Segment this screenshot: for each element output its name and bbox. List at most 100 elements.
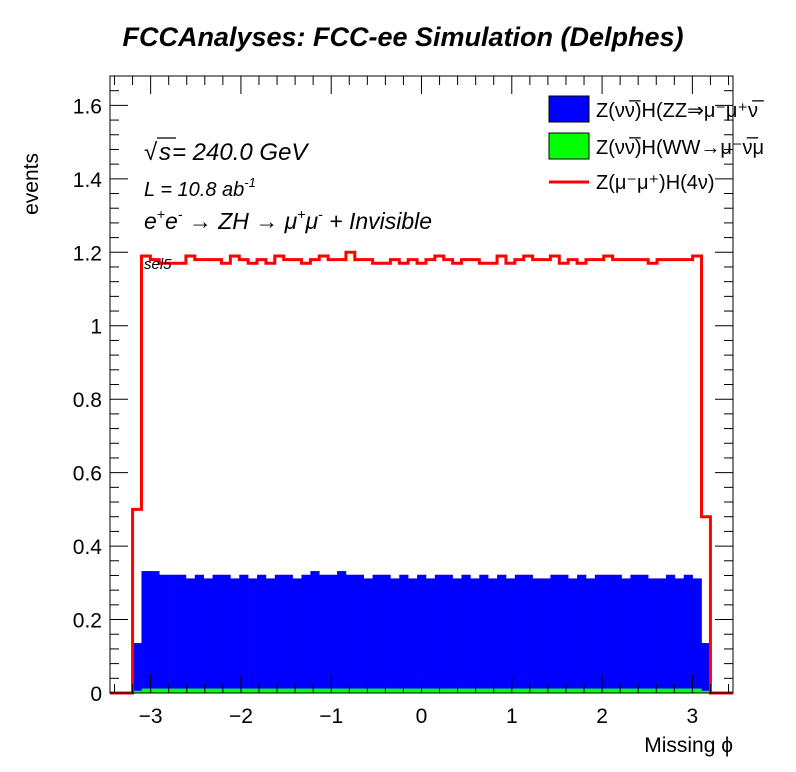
green-bin-58 <box>648 688 658 693</box>
blue-bin-47 <box>550 574 560 689</box>
green-bin-11 <box>230 688 240 693</box>
blue-bin-63 <box>692 578 702 689</box>
green-bin-14 <box>257 688 267 693</box>
lumi-exponent: -1 <box>244 175 256 190</box>
blue-bin-42 <box>505 578 516 689</box>
green-bin-39 <box>479 688 489 693</box>
blue-bin-30 <box>399 574 409 689</box>
x-tick-label: 2 <box>596 705 608 728</box>
annotation-process: e+e- → ZH → μ+μ- + Invisible <box>144 206 432 234</box>
green-bin-52 <box>594 688 605 693</box>
green-bin-48 <box>559 688 569 693</box>
annotation-energy: √ s = 240.0 GeV <box>144 137 309 166</box>
blue-bin-44 <box>523 574 533 689</box>
green-bin-47 <box>550 688 560 693</box>
green-bin-9 <box>212 688 222 693</box>
green-bin-40 <box>488 688 498 693</box>
blue-bin-32 <box>417 574 427 689</box>
blue-bin-0 <box>132 643 142 691</box>
green-bin-55 <box>621 688 631 693</box>
blue-bin-26 <box>363 578 373 689</box>
green-bin-46 <box>541 688 551 693</box>
blue-bin-28 <box>381 574 391 689</box>
green-bin-31 <box>408 688 418 693</box>
blue-bin-62 <box>683 574 693 689</box>
blue-bin-57 <box>639 574 649 689</box>
blue-bin-21 <box>319 574 329 689</box>
legend-label-red: Z(μ⁻μ⁺)H(4ν) <box>596 172 715 194</box>
green-bin-17 <box>283 688 293 693</box>
green-bin-15 <box>265 688 276 693</box>
x-tick-label: 3 <box>687 705 699 728</box>
green-bin-24 <box>345 688 356 693</box>
green-bin-23 <box>337 688 347 693</box>
legend-label-blue: Z(νν̅)H(ZZ⇒μ⁻μ⁺ν̅ <box>596 99 764 122</box>
blue-bin-64 <box>701 643 711 691</box>
y-tick-label: 0.4 <box>73 536 103 559</box>
green-bin-29 <box>390 688 400 693</box>
legend-swatch-blue <box>548 95 590 123</box>
blue-bin-37 <box>461 574 471 689</box>
x-tick-label: −3 <box>139 705 163 728</box>
green-bin-50 <box>577 688 587 693</box>
green-bin-60 <box>665 688 676 693</box>
x-tick-label: 0 <box>416 705 428 728</box>
blue-bin-4 <box>168 574 178 689</box>
green-bin-21 <box>319 688 329 693</box>
green-bin-62 <box>683 688 693 693</box>
y-axis-label: events <box>20 153 43 215</box>
chart-title: FCCAnalyses: FCC-ee Simulation (Delphes) <box>122 22 683 52</box>
green-bin-33 <box>425 688 436 693</box>
blue-bin-60 <box>665 574 676 689</box>
green-bin-12 <box>239 688 249 693</box>
series-red-line <box>110 250 733 695</box>
blue-bin-29 <box>390 578 400 689</box>
blue-bin-40 <box>488 578 498 689</box>
y-tick-label: 1.6 <box>73 95 102 118</box>
plot-area <box>110 250 733 695</box>
blue-bin-52 <box>594 574 605 689</box>
green-bin-41 <box>497 688 507 693</box>
legend-entry-red: Z(μ⁻μ⁺)H(4ν) <box>549 172 715 194</box>
green-bin-19 <box>301 688 311 693</box>
legend-swatch-green <box>548 132 590 160</box>
blue-bin-14 <box>257 574 267 689</box>
green-bin-27 <box>372 688 382 693</box>
green-bin-18 <box>292 688 302 693</box>
green-bin-0 <box>132 690 142 693</box>
y-axis-ticks: 0 0.2 0.4 0.6 0.8 1 1.2 1.4 1.6 <box>73 90 733 706</box>
annotation-sqrt-s: s <box>159 139 171 166</box>
blue-bin-15 <box>265 578 276 689</box>
blue-bin-34 <box>434 574 445 689</box>
blue-bin-19 <box>301 574 311 689</box>
blue-bin-17 <box>283 574 293 689</box>
blue-bin-31 <box>408 578 418 689</box>
blue-bin-10 <box>221 574 231 689</box>
legend-entry-green: Z(νν̅)H(WW→μ⁻ν̅μ <box>548 132 764 160</box>
annotation-sqrt-symbol: √ <box>144 139 158 166</box>
green-bin-59 <box>657 688 667 693</box>
green-bin-8 <box>203 688 213 693</box>
blue-bin-6 <box>185 578 196 689</box>
blue-bin-12 <box>239 574 249 689</box>
blue-bin-27 <box>372 574 382 689</box>
green-bin-26 <box>363 688 373 693</box>
series-blue-bars <box>132 571 711 691</box>
blue-bin-25 <box>354 574 365 689</box>
blue-bin-54 <box>612 574 622 689</box>
green-bin-20 <box>310 688 320 693</box>
blue-bin-3 <box>159 574 169 689</box>
green-bin-16 <box>274 688 285 693</box>
blue-bin-7 <box>194 574 204 689</box>
blue-bin-33 <box>425 578 436 689</box>
green-bin-28 <box>381 688 391 693</box>
blue-bin-24 <box>345 574 356 689</box>
blue-bin-39 <box>479 574 489 689</box>
blue-bin-18 <box>292 578 302 689</box>
blue-bin-49 <box>568 578 578 689</box>
x-tick-label: 1 <box>506 705 518 728</box>
green-bin-6 <box>185 688 196 693</box>
green-bin-51 <box>585 688 596 693</box>
green-bin-43 <box>514 688 525 693</box>
